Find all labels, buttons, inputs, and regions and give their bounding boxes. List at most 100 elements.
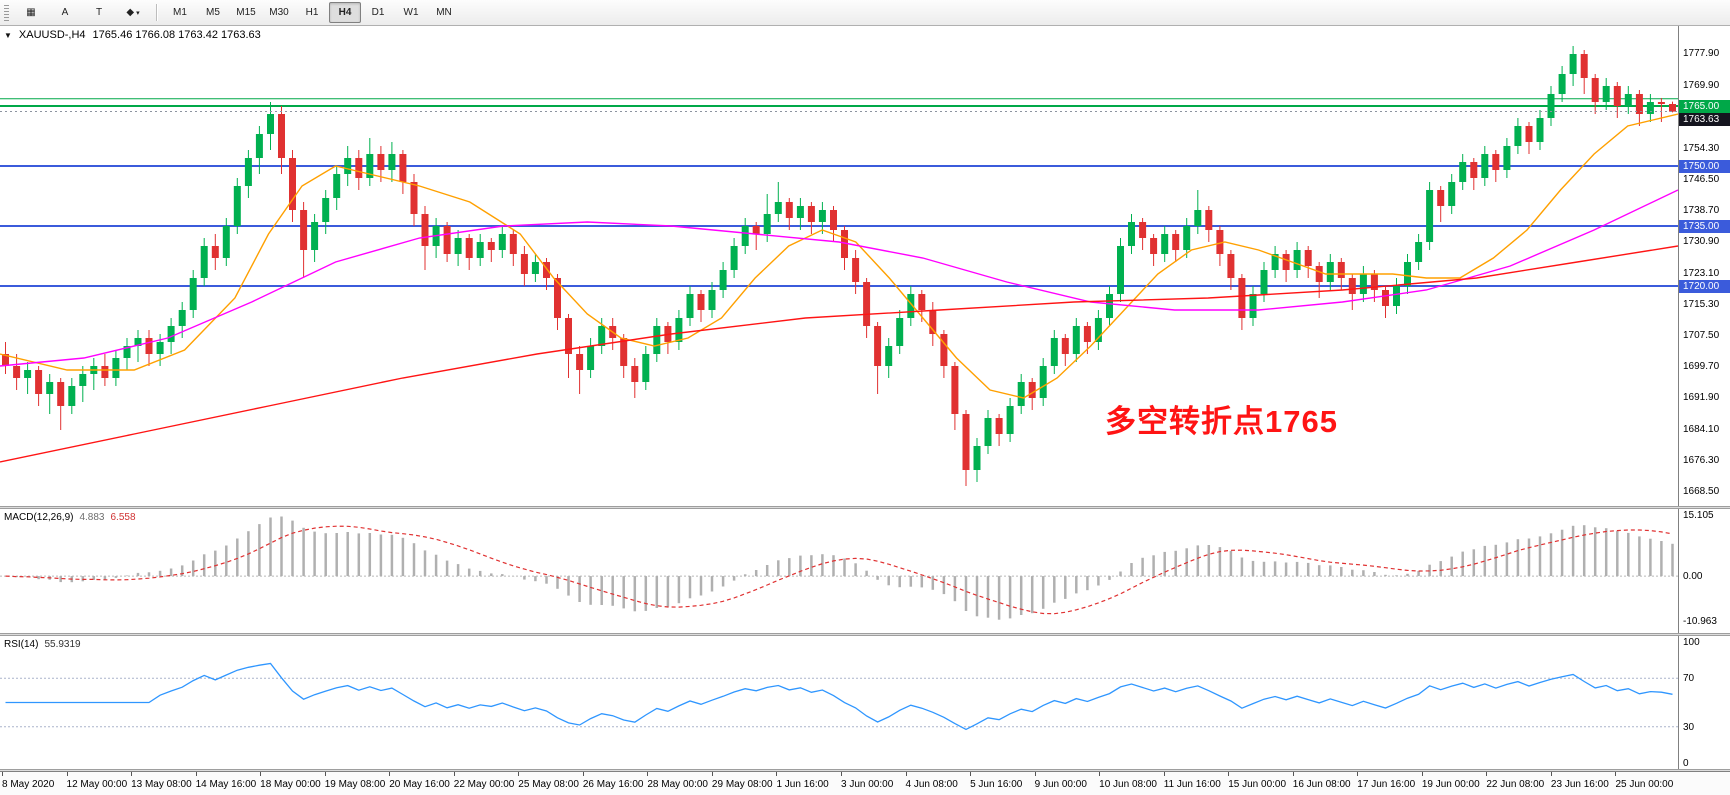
time-tick — [1099, 772, 1101, 776]
tool-button-group: ▦ A T ◆ ▾ — [15, 2, 149, 23]
time-label: 13 May 08:00 — [131, 779, 192, 790]
price-tick: 1715.30 — [1683, 298, 1720, 310]
price-tick: 1707.50 — [1683, 330, 1720, 341]
macd-tick: -10.963 — [1683, 615, 1717, 627]
chart-menu-arrow[interactable]: ▼ — [4, 30, 12, 40]
rsi-value: 55.9319 — [44, 639, 81, 650]
price-tick: 1730.90 — [1683, 236, 1720, 248]
shapes-dropdown-button[interactable]: ◆ ▾ — [126, 7, 140, 18]
time-label: 8 May 2020 — [2, 779, 55, 790]
time-tick — [2, 772, 3, 776]
time-tick — [582, 772, 584, 776]
time-label: 9 Jun 00:00 — [1034, 779, 1087, 790]
timeframe-button-m5[interactable]: M5 — [206, 7, 220, 18]
timeframe-button-m15[interactable]: M15 — [236, 7, 256, 18]
timeframe-button-w1[interactable]: W1 — [403, 7, 419, 18]
time-label: 15 Jun 00:00 — [1228, 779, 1287, 790]
ma-slow-red — [0, 245, 1678, 463]
time-label: 17 Jun 16:00 — [1357, 779, 1416, 790]
timeframe-button-m30[interactable]: M30 — [269, 7, 289, 18]
main-chart-panel: 1777.90 1769.90 1754.30 1746.50 1738.70 1730.… — [0, 26, 1730, 506]
time-tick — [389, 772, 391, 776]
toolbar: ▦ A T ◆ ▾ M1 M5 M15 M30 H1 H4 D1 W1 MN — [0, 0, 1730, 26]
price-tick: 1699.70 — [1683, 361, 1720, 373]
time-tick — [1550, 772, 1552, 776]
time-tick — [1292, 772, 1294, 776]
price-badge-1735.00: 1735.00 — [1679, 219, 1730, 233]
macd-signal-line — [5, 525, 1673, 615]
rsi-tick: 70 — [1683, 673, 1695, 685]
time-label: 18 May 00:00 — [260, 779, 321, 790]
chart-annotation[interactable]: 多空转折点1765 — [1105, 404, 1338, 439]
time-label: 14 May 16:00 — [195, 779, 257, 790]
toolbar-grip[interactable] — [4, 4, 9, 21]
chart-title: ▼ XAUUSD-,H4 1765.46 1766.08 1763.42 176… — [4, 29, 261, 41]
macd-title: MACD(12,26,9) 4.883 6.558 — [4, 512, 136, 523]
time-tick — [905, 772, 907, 776]
macd-tick: 0.00 — [1683, 571, 1703, 583]
dropdown-caret-icon: ▾ — [136, 9, 140, 17]
panel-splitter[interactable] — [0, 506, 1730, 509]
rsi-plot[interactable] — [0, 636, 1678, 769]
price-tick: 1668.50 — [1683, 486, 1720, 497]
time-label: 19 Jun 00:00 — [1421, 779, 1480, 790]
chart-window-button[interactable]: ▦ — [26, 7, 36, 18]
time-label: 11 Jun 16:00 — [1163, 779, 1221, 790]
time-axis[interactable]: 8 May 2020 12 May 00:00 13 May 08:00 14 May… — [0, 771, 1730, 795]
text-tool-button[interactable]: T — [95, 7, 103, 18]
arrow-tool-button[interactable]: A — [61, 7, 69, 18]
price-scale[interactable]: 1777.90 1769.90 1754.30 1746.50 1738.70 1730.… — [1678, 26, 1730, 506]
time-tick — [647, 772, 649, 776]
chart-ohlc-values: 1765.46 1766.08 1763.42 1763.63 — [92, 29, 261, 41]
price-tick: 1738.70 — [1683, 205, 1720, 217]
rsi-tick: 30 — [1683, 721, 1695, 733]
timeframe-button-d1[interactable]: D1 — [371, 7, 385, 18]
time-tick — [66, 772, 68, 776]
macd-histogram — [15, 516, 1674, 620]
time-tick — [131, 772, 133, 776]
time-label: 28 May 00:00 — [647, 779, 708, 790]
rsi-label: RSI(14) — [4, 639, 39, 650]
timeframe-button-group: M1 M5 M15 M30 H1 H4 D1 W1 MN — [164, 2, 460, 23]
price-tick: 1746.50 — [1683, 174, 1720, 185]
price-badge-1720.00: 1720.00 — [1679, 279, 1730, 293]
time-label: 5 Jun 16:00 — [970, 779, 1023, 790]
toolbar-separator — [156, 4, 157, 21]
time-tick — [324, 772, 326, 776]
time-label: 22 May 00:00 — [453, 779, 515, 790]
macd-plot[interactable] — [0, 509, 1678, 633]
main-chart-plot[interactable] — [0, 26, 1678, 506]
rsi-scale[interactable]: 100 70 30 0 — [1678, 636, 1730, 769]
time-label: 25 Jun 00:00 — [1615, 779, 1674, 790]
timeframe-button-h1[interactable]: H1 — [305, 7, 319, 18]
rsi-title: RSI(14) 55.9319 — [4, 639, 81, 650]
timeframe-button-m1[interactable]: M1 — [173, 7, 187, 18]
timeframe-button-h4[interactable]: H4 — [329, 2, 361, 23]
panel-splitter[interactable] — [0, 633, 1730, 636]
time-tick — [711, 772, 713, 776]
timeframe-button-mn[interactable]: MN — [436, 7, 452, 18]
chart-symbol-period: XAUUSD-,H4 — [18, 29, 86, 41]
macd-signal-value: 6.558 — [110, 512, 136, 523]
price-tick: 1754.30 — [1683, 142, 1720, 154]
time-label: 25 May 08:00 — [518, 779, 579, 790]
panel-splitter[interactable] — [0, 769, 1730, 771]
time-label: 26 May 16:00 — [582, 779, 644, 790]
time-label: 10 Jun 08:00 — [1099, 779, 1157, 790]
time-tick — [1421, 772, 1423, 776]
time-tick — [1163, 772, 1165, 776]
time-tick — [260, 772, 262, 776]
rsi-tick: 100 — [1683, 637, 1700, 649]
price-badge-1763.63: 1763.63 — [1679, 112, 1730, 126]
time-label: 3 Jun 00:00 — [841, 779, 894, 790]
macd-main-value: 4.883 — [79, 512, 105, 523]
price-tick: 1676.30 — [1683, 454, 1720, 466]
time-label: 23 Jun 16:00 — [1550, 779, 1609, 790]
time-tick — [1357, 772, 1359, 776]
macd-scale[interactable]: 15.105 0.00 -10.963 — [1678, 509, 1730, 633]
price-badge-1750.00: 1750.00 — [1679, 159, 1730, 173]
price-tick: 1723.10 — [1683, 267, 1720, 279]
time-tick — [776, 772, 778, 776]
time-tick — [1034, 772, 1036, 776]
time-label: 12 May 00:00 — [66, 779, 128, 790]
